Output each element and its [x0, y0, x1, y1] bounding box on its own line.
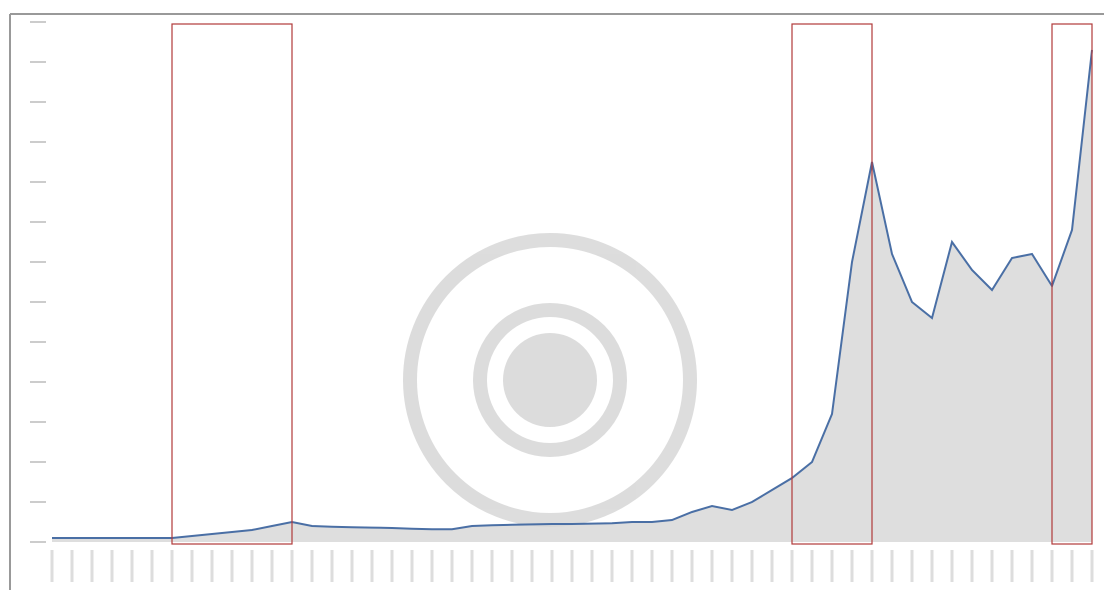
- highlight-box: [171, 23, 293, 545]
- highlight-box: [791, 23, 873, 545]
- line: [52, 49, 1093, 539]
- watermark: [403, 233, 697, 527]
- area: [52, 50, 1092, 542]
- highlight-box: [1051, 23, 1093, 545]
